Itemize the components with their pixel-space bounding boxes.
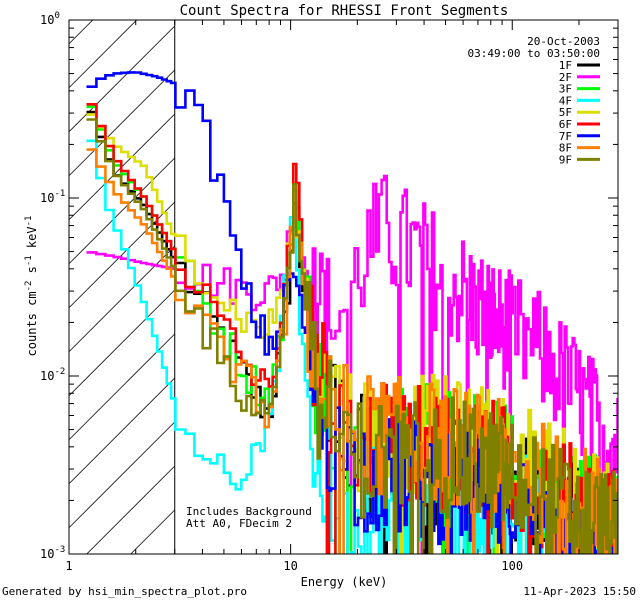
series-layer [86,71,618,554]
hatch-line [68,289,176,397]
hatch-line [86,465,176,555]
hatch-line [68,201,176,309]
series-line-9F [86,118,618,554]
hatch-line [68,19,138,89]
x-axis-label: Energy (keV) [301,575,388,589]
time-range-label: 03:49:00 to 03:50:00 [468,47,600,60]
y-tick-label: 10-2 [40,367,65,383]
x-tick-label: 10 [283,559,297,573]
y-tick-label: 10-3 [40,545,65,561]
hatch-line [130,509,176,555]
hatch-line [68,377,176,485]
footer-generated-by: Generated by hsi_min_spectra_plot.pro [2,585,247,598]
plot-frame [68,19,619,555]
y-tick-label: 10-1 [40,189,65,205]
y-axis-label: counts cm-2 s-1 keV-1 [24,216,39,357]
x-tick-label: 1 [65,559,72,573]
footer-timestamp: 11-Apr-2023 15:50 [523,585,636,598]
legend-label-8F: 8F [559,142,572,155]
hatch-line [68,421,176,529]
annotation-background: Includes Background [186,505,312,518]
axis-ticks: 1 10 100 100 10-1 10-2 10-3 [40,11,619,573]
legend-label-2F: 2F [559,71,572,84]
legend-label-6F: 6F [559,118,572,131]
legend-label-1F: 1F [559,59,572,72]
hatch-line [68,69,176,177]
legend-label-3F: 3F [559,83,572,96]
attenuator-hatch-region [68,19,176,555]
legend-label-7F: 7F [559,130,572,143]
chart-title: Count Spectra for RHESSI Front Segments [180,3,509,19]
hatch-line [68,157,176,265]
hatch-line [68,333,176,441]
hatch-line [68,19,94,45]
x-tick-label: 100 [501,559,523,573]
legend-label-4F: 4F [559,94,572,107]
legend-label-5F: 5F [559,106,572,119]
legend-label-9F: 9F [559,153,572,166]
annotation-attenuator: Att A0, FDecim 2 [186,517,292,530]
hatch-line [68,245,176,353]
date-label: 20-Oct-2003 [527,35,600,48]
y-tick-label: 100 [40,11,60,27]
